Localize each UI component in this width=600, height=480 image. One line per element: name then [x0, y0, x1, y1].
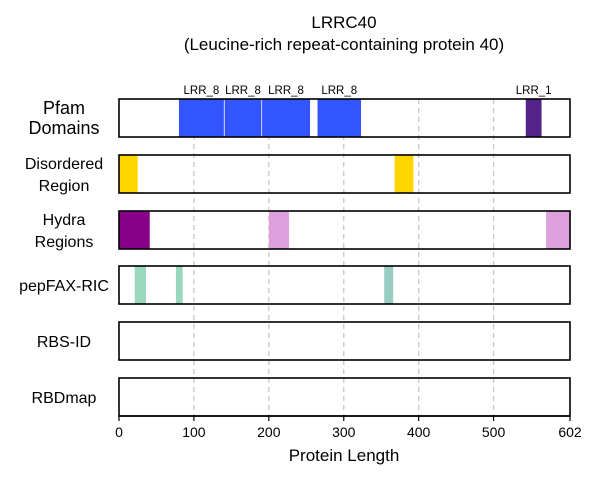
- track-2: Hydra Regions: [35, 210, 571, 251]
- track-1: Disordered Region: [25, 154, 571, 195]
- track-4: RBS-ID: [37, 321, 571, 361]
- track-label-line: RBS-ID: [37, 334, 91, 351]
- tracks: LRR_8 LRR_8 LRR_8 LRR_8 LRR_1 Pfam Domains Diso…: [19, 85, 571, 417]
- feature-bar: [262, 99, 311, 137]
- track-frame: [118, 377, 571, 417]
- track-label: Pfam Domains: [28, 98, 99, 138]
- chart-subtitle: (Leucine-rich repeat-containing protein …: [184, 35, 504, 54]
- track-frame: [118, 265, 571, 305]
- feature-bar: [268, 211, 290, 249]
- x-tick-label: 100: [182, 424, 206, 440]
- x-axis: 0 100 200 300 400 500 602: [115, 415, 582, 440]
- track-label: RBS-ID: [37, 334, 91, 351]
- feature-bar: [224, 99, 262, 137]
- feature-bar: [134, 266, 146, 304]
- track-label-line: pepFAX-RIC: [19, 278, 109, 295]
- feature-bar: [384, 266, 394, 304]
- track-frame: [118, 210, 571, 250]
- feature-bar: [546, 211, 570, 249]
- x-tick-label: 400: [407, 424, 431, 440]
- track-label-line: Hydra: [43, 212, 86, 229]
- feature-label: LRR_8: [184, 85, 220, 97]
- feature-bar: [394, 155, 414, 193]
- feature-label: LRR_8: [268, 85, 304, 97]
- track-label: RBDmap: [32, 390, 97, 407]
- track-label-line: Domains: [28, 118, 99, 138]
- track-3: pepFAX-RIC: [19, 265, 571, 305]
- chart-title: LRRC40: [311, 13, 376, 32]
- feature-label: LRR_1: [516, 85, 552, 97]
- grid-lines: [193, 99, 495, 416]
- track-label: pepFAX-RIC: [19, 278, 109, 295]
- track-frame: [118, 321, 571, 361]
- x-axis-label: Protein Length: [289, 446, 400, 465]
- x-tick-label: 300: [332, 424, 356, 440]
- feature-label: LRR_8: [321, 85, 357, 97]
- x-tick-label: 500: [482, 424, 506, 440]
- feature-label: LRR_8: [225, 85, 261, 97]
- track-label-line: Regions: [35, 234, 94, 251]
- x-tick-label: 0: [115, 424, 123, 440]
- track-frame: [118, 98, 571, 138]
- feature-bar: [119, 155, 138, 193]
- track-5: RBDmap: [32, 377, 571, 417]
- track-label: Hydra Regions: [35, 212, 94, 251]
- track-label-line: Disordered: [25, 156, 103, 173]
- feature-bar: [525, 99, 542, 137]
- feature-bar: [119, 211, 150, 249]
- track-frame: [118, 154, 571, 194]
- track-label-line: Region: [39, 178, 90, 195]
- track-label-line: RBDmap: [32, 390, 97, 407]
- x-tick-label: 200: [257, 424, 281, 440]
- feature-bar: [178, 99, 224, 137]
- feature-bar: [317, 99, 361, 137]
- track-label: Disordered Region: [25, 156, 103, 195]
- feature-bar: [175, 266, 183, 304]
- x-tick-label: 602: [558, 424, 582, 440]
- track-label-line: Pfam: [43, 98, 85, 118]
- track-0: LRR_8 LRR_8 LRR_8 LRR_8 LRR_1 Pfam Domains: [28, 85, 571, 138]
